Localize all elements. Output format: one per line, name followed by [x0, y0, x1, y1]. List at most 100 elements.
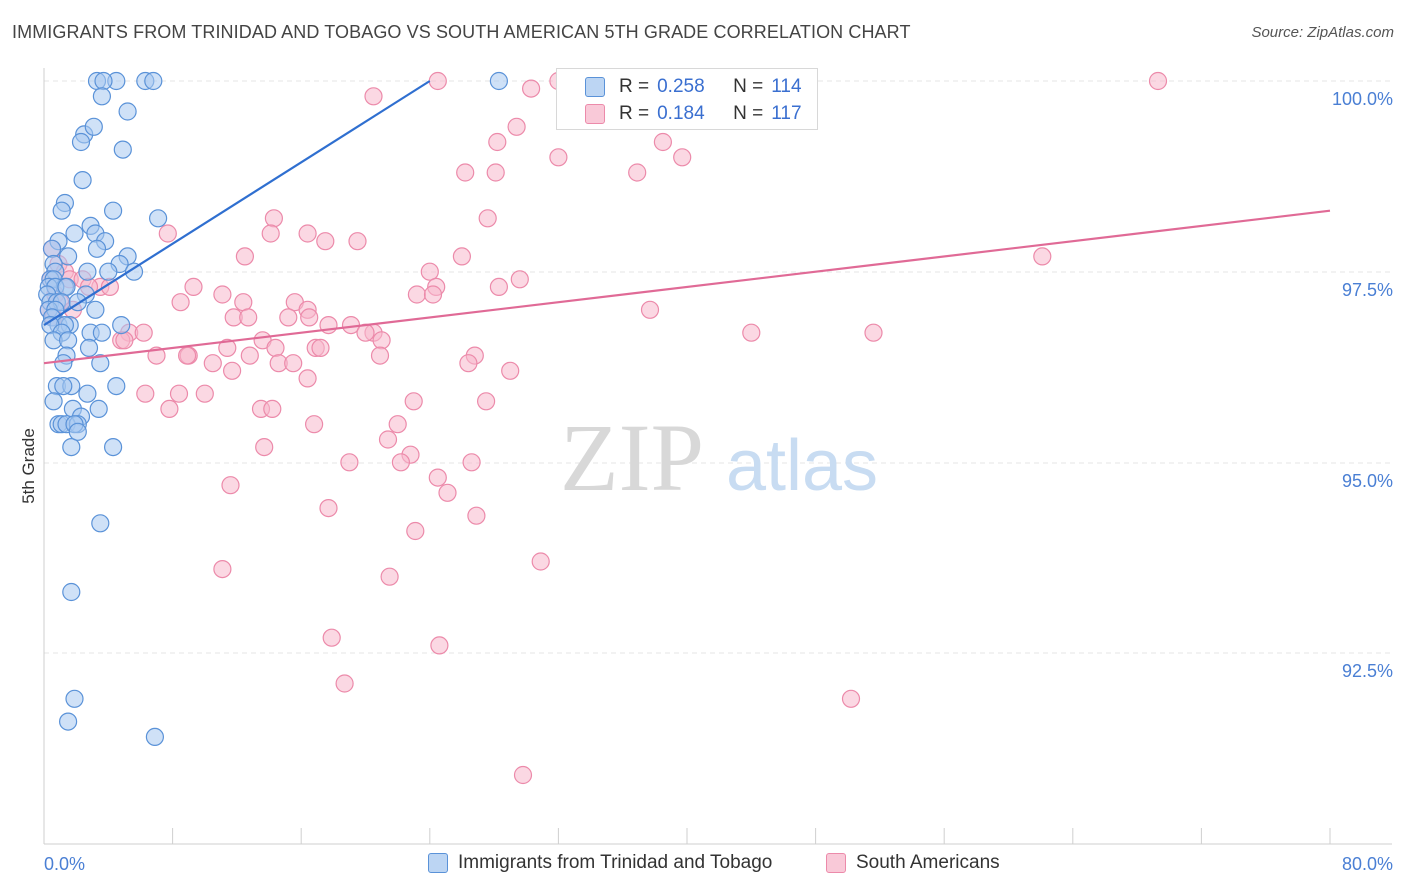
point-south-americans[interactable]	[549, 148, 568, 167]
point-south-americans[interactable]	[158, 224, 177, 243]
point-south-americans[interactable]	[531, 552, 550, 571]
point-trinidad[interactable]	[79, 338, 99, 357]
point-south-americans[interactable]	[266, 338, 285, 357]
point-south-americans[interactable]	[456, 163, 475, 182]
point-south-americans[interactable]	[221, 476, 240, 495]
point-south-americans[interactable]	[203, 354, 222, 373]
point-south-americans[interactable]	[477, 392, 496, 411]
point-trinidad[interactable]	[62, 438, 81, 457]
point-south-americans[interactable]	[298, 369, 317, 388]
point-trinidad[interactable]	[144, 71, 163, 91]
point-trinidad[interactable]	[91, 354, 110, 373]
point-south-americans[interactable]	[240, 346, 259, 365]
point-trinidad[interactable]	[54, 354, 73, 373]
point-trinidad[interactable]	[91, 514, 110, 533]
point-south-americans[interactable]	[378, 430, 398, 449]
point-south-americans[interactable]	[462, 453, 481, 472]
point-south-americans[interactable]	[171, 293, 190, 312]
point-south-americans[interactable]	[213, 285, 232, 304]
point-south-americans[interactable]	[1033, 247, 1052, 266]
point-south-americans[interactable]	[178, 346, 197, 365]
point-trinidad[interactable]	[103, 438, 123, 457]
point-south-americans[interactable]	[370, 346, 390, 365]
point-south-americans[interactable]	[169, 384, 189, 403]
point-south-americans[interactable]	[428, 71, 447, 91]
point-south-americans[interactable]	[507, 117, 526, 136]
point-south-americans[interactable]	[510, 270, 529, 289]
point-south-americans[interactable]	[438, 483, 457, 502]
point-south-americans[interactable]	[223, 361, 242, 380]
point-trinidad[interactable]	[68, 422, 87, 441]
point-trinidad[interactable]	[92, 87, 112, 106]
point-south-americans[interactable]	[255, 438, 274, 457]
point-south-americans[interactable]	[340, 453, 359, 472]
point-south-americans[interactable]	[218, 338, 237, 357]
point-trinidad[interactable]	[107, 377, 126, 396]
point-south-americans[interactable]	[742, 323, 761, 342]
point-south-americans[interactable]	[486, 163, 505, 182]
point-trinidad[interactable]	[54, 377, 73, 396]
point-south-americans[interactable]	[501, 361, 520, 380]
point-south-americans[interactable]	[428, 468, 447, 487]
point-south-americans[interactable]	[841, 689, 861, 708]
point-south-americans[interactable]	[1148, 71, 1168, 91]
point-south-americans[interactable]	[335, 674, 354, 693]
point-trinidad[interactable]	[113, 140, 132, 159]
point-trinidad[interactable]	[112, 316, 131, 335]
point-trinidad[interactable]	[489, 71, 508, 91]
point-south-americans[interactable]	[115, 331, 134, 350]
point-south-americans[interactable]	[488, 132, 507, 152]
point-south-americans[interactable]	[322, 628, 341, 647]
point-trinidad[interactable]	[118, 102, 137, 121]
point-trinidad[interactable]	[94, 71, 113, 91]
point-trinidad[interactable]	[87, 239, 107, 258]
point-south-americans[interactable]	[311, 338, 330, 357]
point-south-americans[interactable]	[213, 559, 232, 579]
point-south-americans[interactable]	[316, 232, 335, 251]
point-south-americans[interactable]	[391, 453, 410, 472]
point-south-americans[interactable]	[864, 323, 883, 342]
point-south-americans[interactable]	[239, 308, 258, 327]
point-trinidad[interactable]	[73, 171, 92, 190]
point-trinidad[interactable]	[84, 117, 103, 136]
point-trinidad[interactable]	[103, 201, 123, 220]
point-trinidad[interactable]	[149, 209, 168, 228]
point-south-americans[interactable]	[406, 521, 425, 541]
point-south-americans[interactable]	[264, 209, 283, 228]
point-trinidad[interactable]	[78, 262, 97, 281]
point-south-americans[interactable]	[184, 277, 203, 296]
point-south-americans[interactable]	[513, 765, 533, 785]
point-south-americans[interactable]	[195, 384, 214, 403]
point-trinidad[interactable]	[58, 712, 78, 731]
point-trinidad[interactable]	[62, 582, 81, 602]
point-trinidad[interactable]	[58, 247, 78, 266]
legend-item-trinidad[interactable]: Immigrants from Trinidad and Tobago	[428, 852, 772, 874]
point-south-americans[interactable]	[380, 567, 399, 586]
point-south-americans[interactable]	[459, 354, 478, 373]
point-south-americans[interactable]	[423, 285, 443, 304]
point-south-americans[interactable]	[134, 323, 153, 342]
point-south-americans[interactable]	[673, 148, 692, 167]
point-trinidad[interactable]	[44, 392, 63, 411]
point-south-americans[interactable]	[628, 163, 647, 182]
point-trinidad[interactable]	[99, 262, 118, 281]
point-south-americans[interactable]	[319, 499, 338, 518]
point-south-americans[interactable]	[407, 285, 426, 304]
point-south-americans[interactable]	[234, 293, 253, 312]
point-south-americans[interactable]	[263, 399, 282, 418]
point-south-americans[interactable]	[430, 636, 449, 655]
point-south-americans[interactable]	[388, 415, 407, 434]
point-trinidad[interactable]	[78, 384, 97, 403]
point-trinidad[interactable]	[57, 277, 76, 296]
point-south-americans[interactable]	[136, 384, 155, 403]
point-south-americans[interactable]	[284, 354, 303, 373]
point-south-americans[interactable]	[489, 277, 508, 296]
point-south-americans[interactable]	[261, 224, 280, 243]
point-south-americans[interactable]	[467, 506, 486, 525]
point-trinidad[interactable]	[71, 132, 91, 152]
point-trinidad[interactable]	[65, 689, 84, 708]
point-trinidad[interactable]	[58, 331, 78, 350]
point-south-americans[interactable]	[279, 308, 298, 327]
point-south-americans[interactable]	[348, 232, 367, 251]
point-south-americans[interactable]	[372, 331, 391, 350]
